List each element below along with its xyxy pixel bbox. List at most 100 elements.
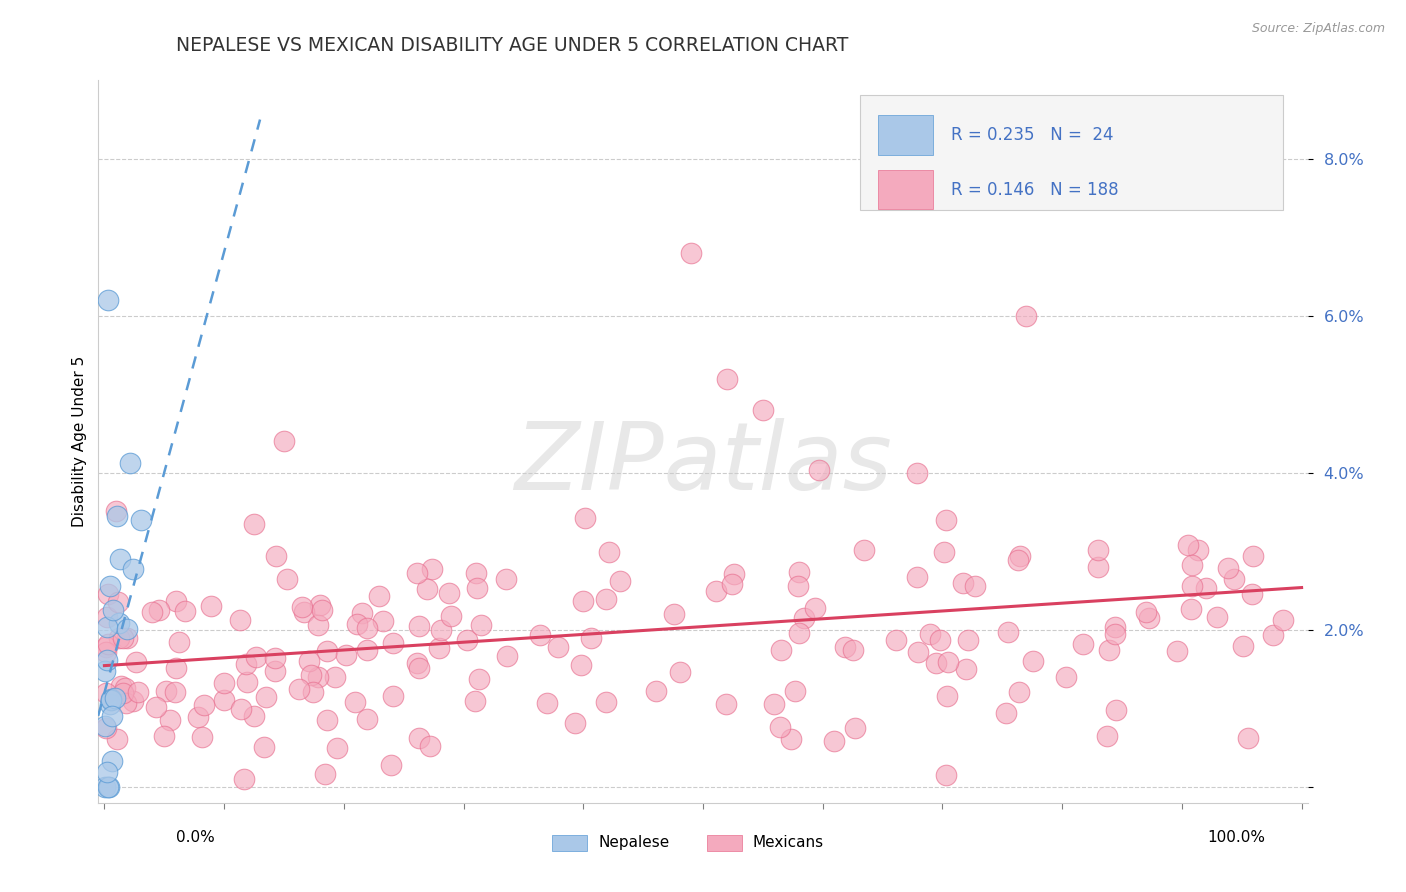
Point [326, 741, 349, 756]
Point [236, 675, 259, 690]
Point [429, 640, 451, 655]
Point [1007, 553, 1029, 567]
Point [408, 618, 430, 632]
Point [1206, 609, 1229, 624]
Point [714, 697, 737, 711]
Point [288, 681, 311, 696]
Point [1097, 729, 1119, 743]
Point [536, 696, 558, 710]
Point [997, 625, 1019, 640]
Point [770, 643, 793, 657]
Point [496, 648, 519, 663]
Point [1181, 558, 1204, 572]
Point [371, 614, 394, 628]
Point [200, 599, 222, 613]
Point [187, 710, 209, 724]
Point [115, 632, 138, 646]
Point [935, 513, 957, 527]
Point [468, 672, 491, 686]
Point [783, 684, 806, 698]
Point [1105, 703, 1128, 717]
Point [97, 780, 120, 794]
Point [716, 372, 738, 386]
Point [721, 576, 744, 591]
Point [595, 592, 617, 607]
Point [105, 731, 128, 746]
Point [932, 545, 955, 559]
Point [165, 661, 187, 675]
Point [779, 731, 801, 746]
Point [356, 643, 378, 657]
Point [965, 579, 987, 593]
Point [1166, 644, 1188, 658]
Point [97, 587, 120, 601]
FancyBboxPatch shape [860, 95, 1284, 211]
Point [884, 633, 907, 648]
Y-axis label: Disability Age Under 5: Disability Age Under 5 [72, 356, 87, 527]
Point [1240, 587, 1263, 601]
Point [381, 636, 404, 650]
Point [122, 694, 145, 708]
Point [105, 504, 128, 518]
Point [464, 694, 486, 708]
Point [100, 693, 122, 707]
Point [356, 621, 378, 635]
Point [94, 645, 117, 659]
Point [1216, 561, 1239, 575]
Text: 0.0%: 0.0% [176, 830, 215, 845]
Point [159, 713, 181, 727]
Point [668, 665, 690, 680]
Point [995, 706, 1018, 721]
Point [723, 566, 745, 581]
Point [645, 683, 668, 698]
Point [918, 626, 941, 640]
Point [108, 615, 131, 630]
Point [495, 573, 517, 587]
Point [212, 676, 235, 690]
Point [803, 600, 825, 615]
Point [94, 665, 117, 679]
Text: Source: ZipAtlas.com: Source: ZipAtlas.com [1251, 22, 1385, 36]
Point [98, 780, 121, 794]
Point [925, 657, 948, 671]
Point [1181, 579, 1204, 593]
Point [94, 686, 117, 700]
Point [117, 623, 139, 637]
Point [96, 765, 118, 780]
Point [103, 602, 125, 616]
Point [1087, 543, 1109, 558]
Point [1137, 611, 1160, 625]
Point [292, 606, 315, 620]
Point [1071, 637, 1094, 651]
Point [439, 609, 461, 624]
Point [936, 655, 959, 669]
Point [1272, 613, 1295, 627]
Point [105, 509, 128, 524]
Point [264, 651, 287, 665]
Point [122, 562, 145, 576]
Text: ZIPatlas: ZIPatlas [515, 417, 891, 508]
Point [273, 434, 295, 448]
Point [574, 511, 596, 525]
Point [97, 293, 120, 308]
Point [316, 644, 339, 658]
Point [243, 517, 266, 532]
Point [1223, 572, 1246, 586]
Point [112, 631, 135, 645]
Point [598, 545, 620, 559]
Point [787, 579, 810, 593]
Point [96, 653, 118, 667]
Point [842, 643, 865, 657]
Point [229, 702, 252, 716]
Point [111, 686, 134, 700]
Point [108, 552, 131, 566]
Point [141, 605, 163, 619]
Point [420, 562, 443, 576]
Text: NEPALESE VS MEXICAN DISABILITY AGE UNDER 5 CORRELATION CHART: NEPALESE VS MEXICAN DISABILITY AGE UNDER… [176, 36, 848, 54]
Point [153, 729, 176, 743]
Point [155, 684, 177, 698]
Point [308, 598, 330, 612]
Point [465, 581, 488, 595]
Point [191, 730, 214, 744]
Point [104, 691, 127, 706]
